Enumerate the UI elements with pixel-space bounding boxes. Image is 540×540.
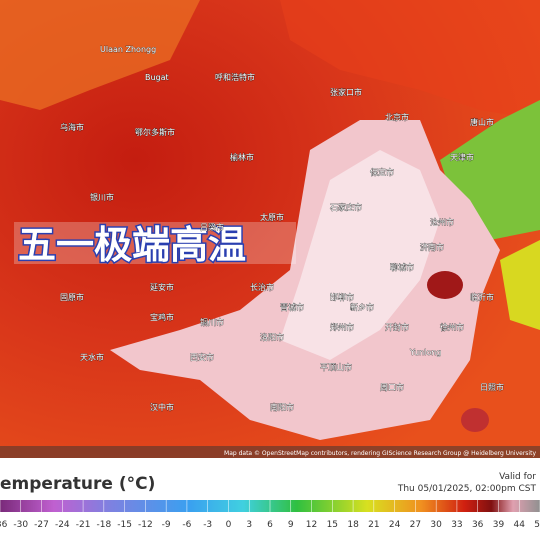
place-label: Yunlong [409,348,441,357]
colorbar-label: -3 [203,520,212,530]
place-label: 榆林市 [230,152,254,162]
place-label: 北京市 [385,112,409,122]
colorbar-label: 6 [267,520,273,530]
place-label: 开封市 [385,322,409,332]
place-label: 临沂市 [470,292,494,302]
place-label: 固原市 [60,292,84,302]
place-label: 邯郸市 [330,292,354,302]
place-label: 长治市 [250,282,274,292]
colorbar-label: 44 [514,520,526,530]
place-label: Ulaan Zhongg [100,45,156,54]
place-label: 西安市 [190,352,214,362]
place-label: 济南市 [420,242,444,252]
colorbar-label: -24 [55,520,70,530]
colorbar-label: -15 [117,520,132,530]
colorbar-label: 0 [226,520,232,530]
place-label: Bugat [145,73,169,82]
colorbar-label: 24 [389,520,401,530]
place-label: 洛阳市 [260,332,284,342]
place-label: 乌海市 [60,122,84,132]
map: Map data © OpenStreetMap contributors, r… [0,0,540,458]
place-label: 太原市 [260,212,284,222]
attribution: Map data © OpenStreetMap contributors, r… [224,450,536,457]
colorbar-label: 18 [347,520,359,530]
colorbar-label: 36 [472,520,484,530]
place-label: 周口市 [380,382,404,392]
colorbar-label: -6 [182,520,191,530]
colorbar-label: 39 [493,520,505,530]
valid-label: Valid for [499,472,536,482]
colorbar-label: 50 [534,520,540,530]
place-label: 唐山市 [470,117,494,127]
place-label: 天津市 [450,152,474,162]
place-label: 郑州市 [330,322,354,332]
place-label: 晋城市 [280,302,304,312]
valid-time: Thu 05/01/2025, 02:00pm CST [397,484,537,494]
place-label: 石家庄市 [330,202,362,212]
place-label: 延安市 [150,282,174,292]
colorbar-label: 27 [410,520,421,530]
colorbar-label: -9 [162,520,171,530]
place-label: 天水市 [80,352,104,362]
place-label: 吕梁市 [200,222,224,232]
place-label: 铜川市 [200,317,224,327]
place-label: 日照市 [480,382,504,392]
place-label: 张家口市 [330,87,362,97]
colorbar-label: 21 [368,520,379,530]
colorbar-label: 12 [306,520,317,530]
colorbar-label: 30 [430,520,442,530]
place-label: 聊城市 [390,262,414,272]
colorbar-label: -30 [13,520,28,530]
place-label: 银川市 [90,192,114,202]
colorbar-label: -27 [34,520,49,530]
place-label: 南阳市 [270,402,294,412]
place-label: 沧州市 [430,217,454,227]
colorbar-label: -36 [0,520,8,530]
colorbar-label: 3 [246,520,252,530]
overlay-title: 五一极端高温 [18,223,246,267]
legend-title: emperature (°C) [0,474,155,494]
place-label: 平顶山市 [320,362,352,372]
place-label: 鄂尔多斯市 [135,127,175,137]
place-label: 新乡市 [350,302,374,312]
place-label: 呼和浩特市 [215,72,255,82]
colorbar-label: -12 [138,520,153,530]
colorbar-label: 33 [451,520,462,530]
colorbar-label: 9 [288,520,294,530]
colorbar-label: -21 [76,520,91,530]
colorbar-label: -18 [96,520,111,530]
place-label: 徐州市 [440,322,464,332]
colorbar-label: 15 [327,520,338,530]
place-label: 保定市 [370,167,394,177]
place-label: 汉中市 [150,402,174,412]
place-label: 宝鸡市 [150,312,174,322]
